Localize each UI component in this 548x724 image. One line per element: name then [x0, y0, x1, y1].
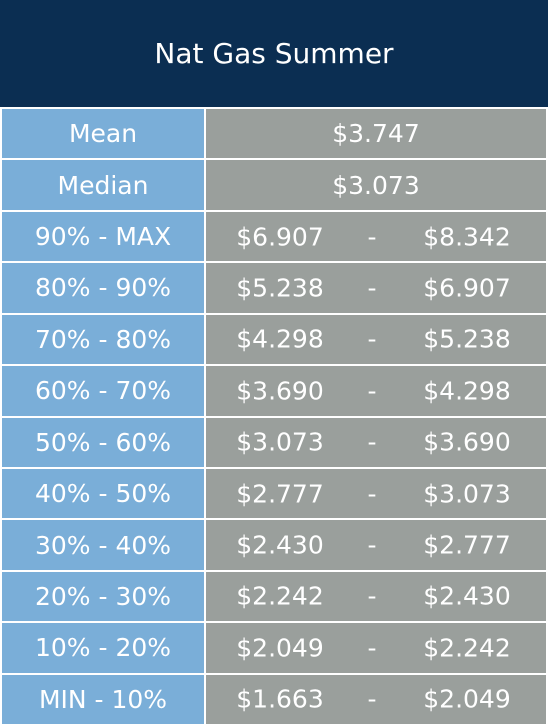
range-cell: $2.777 - $3.073 — [206, 468, 546, 519]
row-label: 30% - 40% — [2, 520, 204, 570]
range-low: $1.663 — [236, 684, 324, 714]
row-label: 80% - 90% — [2, 263, 204, 313]
range-separator: - — [367, 273, 377, 303]
range-high: $2.242 — [423, 633, 511, 663]
range-high: $2.049 — [423, 684, 511, 714]
range-high: $6.907 — [423, 273, 511, 303]
range-low: $6.907 — [236, 222, 324, 252]
range-cell: $2.049 - $2.242 — [206, 623, 546, 673]
range-high: $2.777 — [423, 530, 511, 560]
range-high: $8.342 — [423, 222, 511, 252]
table-title: Nat Gas Summer — [0, 0, 548, 107]
range-high: $3.690 — [423, 427, 511, 457]
range-high: $5.238 — [423, 324, 511, 354]
range-separator: - — [367, 479, 377, 509]
range-separator: - — [367, 581, 377, 611]
range-cell: $6.907 - $8.342 — [206, 211, 546, 262]
range-separator: - — [367, 530, 377, 560]
range-separator: - — [367, 376, 377, 406]
range-low: $3.073 — [236, 427, 324, 457]
range-high: $4.298 — [423, 376, 511, 406]
range-low: $3.690 — [236, 376, 324, 406]
range-cell: $3.690 - $4.298 — [206, 366, 546, 416]
range-low: $2.049 — [236, 633, 324, 663]
row-label: 40% - 50% — [2, 468, 204, 519]
range-high: $3.073 — [423, 479, 511, 509]
range-cell: $2.430 - $2.777 — [206, 520, 546, 570]
row-label: 70% - 80% — [2, 314, 204, 365]
range-high: $2.430 — [423, 581, 511, 611]
row-label: 10% - 20% — [2, 623, 204, 673]
range-low: $4.298 — [236, 324, 324, 354]
range-separator: - — [367, 633, 377, 663]
range-separator: - — [367, 427, 377, 457]
stat-value: $3.073 — [206, 160, 546, 210]
range-cell: $4.298 - $5.238 — [206, 314, 546, 365]
range-cell: $5.238 - $6.907 — [206, 263, 546, 313]
range-separator: - — [367, 324, 377, 354]
range-cell: $1.663 - $2.049 — [206, 674, 546, 724]
row-label: 50% - 60% — [2, 417, 204, 467]
row-label: 20% - 30% — [2, 571, 204, 622]
range-cell: $2.242 - $2.430 — [206, 571, 546, 622]
range-low: $2.430 — [236, 530, 324, 560]
range-cell: $3.073 - $3.690 — [206, 417, 546, 467]
row-label: Mean — [2, 109, 204, 159]
range-separator: - — [367, 222, 377, 252]
row-label: Median — [2, 160, 204, 210]
row-label: 60% - 70% — [2, 366, 204, 416]
range-low: $2.242 — [236, 581, 324, 611]
range-low: $5.238 — [236, 273, 324, 303]
row-label: 90% - MAX — [2, 211, 204, 262]
stat-value: $3.747 — [206, 109, 546, 159]
range-separator: - — [367, 684, 377, 714]
row-label: MIN - 10% — [2, 674, 204, 724]
range-low: $2.777 — [236, 479, 324, 509]
table-body: Mean $3.747 Median $3.073 90% - MAX $6.907- $8… — [2, 109, 546, 724]
